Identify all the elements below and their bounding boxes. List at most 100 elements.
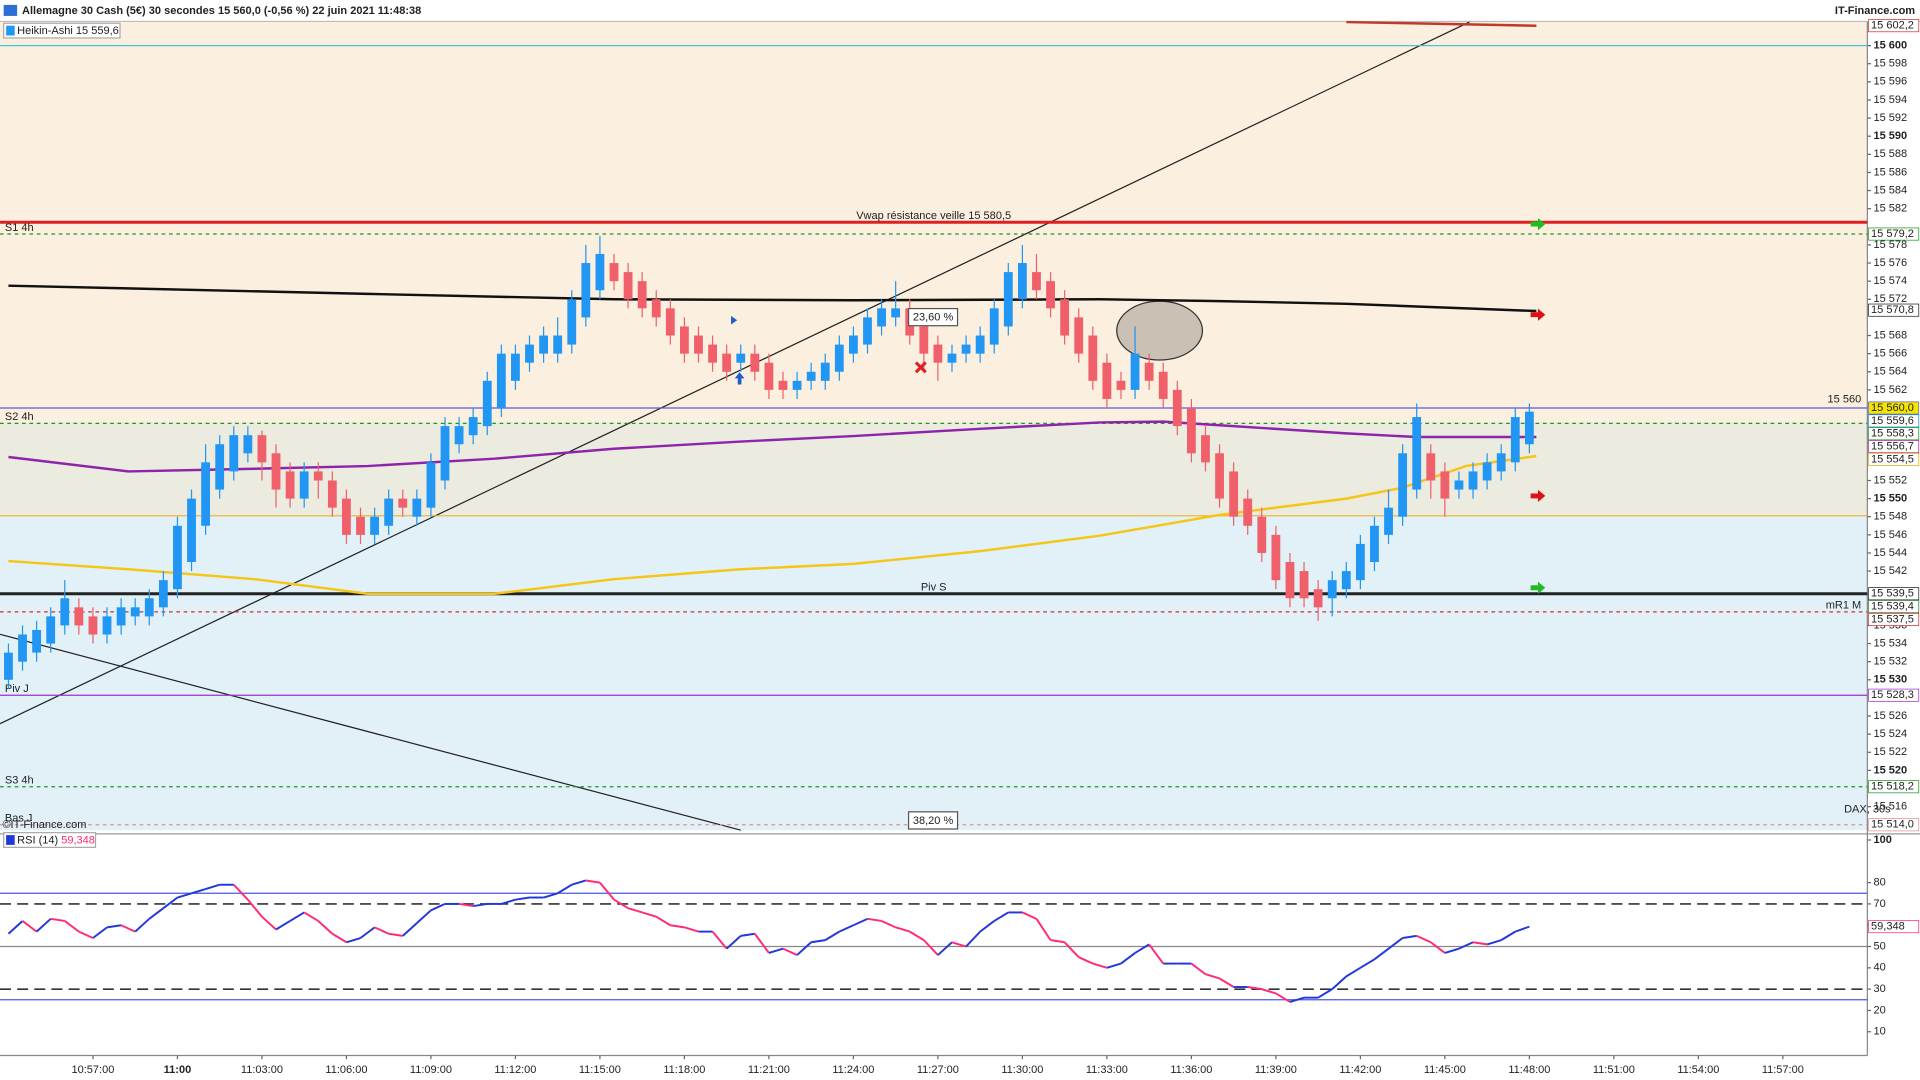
price-tag-label: 15 518,2 <box>1871 781 1914 793</box>
candle-body <box>539 335 548 354</box>
series-name: Heikin-Ashi <box>17 25 73 37</box>
y-tick-label: 15 516 <box>1873 801 1907 813</box>
rsi-segment <box>416 909 432 924</box>
candle-body <box>1285 562 1295 599</box>
rsi-segment <box>599 881 615 901</box>
moving-average <box>8 454 1537 595</box>
signal-arrow <box>1530 217 1546 231</box>
candle-body <box>1060 299 1070 336</box>
y-tick-label: 15 552 <box>1873 474 1907 486</box>
rsi-segment <box>1035 918 1052 941</box>
rsi-segment <box>641 911 657 918</box>
series-value: 15 559,6 <box>76 25 119 37</box>
signal-up <box>734 372 745 385</box>
price-tag <box>1868 612 1920 626</box>
rsi-panel <box>0 840 1868 1056</box>
rsi-segment <box>331 932 347 944</box>
rsi-segment <box>1275 992 1291 1003</box>
candle-body <box>1299 571 1309 599</box>
y-tick-label: 15 584 <box>1873 184 1907 196</box>
indicator-value: 59,348 <box>61 835 95 847</box>
candle-body <box>1384 507 1393 535</box>
x-tick-label: 11:48:00 <box>1508 1064 1550 1076</box>
level-label: S1 4h <box>5 222 34 234</box>
rsi-tag-label: 59,348 <box>1871 921 1905 933</box>
candle-body <box>1017 263 1027 300</box>
rsi-segment <box>782 947 798 956</box>
candle-body <box>1074 317 1084 354</box>
candle-body <box>1229 471 1239 517</box>
candle-body <box>1201 435 1210 463</box>
level-label: S2 4h <box>5 411 34 423</box>
candle-body <box>1496 453 1506 472</box>
y-tick-label: 15 550 <box>1873 493 1907 505</box>
y-tick-label: 15 576 <box>1873 257 1907 269</box>
rsi-segment <box>768 947 784 954</box>
rsi-segment <box>162 896 179 909</box>
price-tag <box>1868 303 1920 317</box>
candle-body <box>708 344 717 363</box>
y-tick-label: 15 532 <box>1873 656 1907 668</box>
rsi-segment <box>64 920 80 933</box>
rsi-segment <box>923 939 939 956</box>
candle-body <box>173 525 182 590</box>
level-label: 15 560 <box>1828 393 1862 405</box>
candle-body <box>313 471 323 481</box>
rsi-segment <box>1148 943 1165 965</box>
rsi-segment <box>965 930 981 948</box>
fib-box <box>907 811 959 830</box>
legend-swatch <box>6 835 15 845</box>
trendline <box>0 21 1470 725</box>
candle-body <box>1172 389 1182 427</box>
candle-body <box>863 317 872 345</box>
candle-body <box>243 435 253 454</box>
legend-swatch <box>6 25 15 36</box>
zone-lower <box>0 515 1868 831</box>
rsi-segment <box>909 930 925 941</box>
x-tick-label: 11:18:00 <box>663 1064 705 1076</box>
rsi-segment <box>346 937 361 944</box>
rsi-segment <box>754 933 770 954</box>
rsi-segment <box>711 930 728 950</box>
rsi-segment <box>895 926 911 933</box>
candle-body <box>482 380 492 427</box>
legend-box <box>3 22 121 39</box>
rsi-segment <box>430 903 446 912</box>
candle-body <box>1158 371 1168 399</box>
candle-body <box>18 634 27 662</box>
rsi-segment <box>303 911 319 922</box>
plot: 15 600 15 598 15 596 15 594 15 592 15 590 15 5… <box>0 19 1920 1076</box>
rsi-segment <box>796 941 812 956</box>
candle-body <box>1313 589 1323 608</box>
rsi-segment <box>881 920 897 929</box>
candle-body <box>877 308 886 327</box>
y-tick-label: 15 588 <box>1873 148 1907 160</box>
rsi-segment <box>247 899 263 918</box>
rsi-segment <box>233 884 249 901</box>
x-tick-label: 11:36:00 <box>1170 1064 1212 1076</box>
candle-body <box>806 371 816 381</box>
moving-average <box>8 284 1537 313</box>
x-tick-label: 11:09:00 <box>410 1064 452 1076</box>
rsi-segment <box>1289 996 1305 1003</box>
candle-body <box>88 616 98 635</box>
candle-body <box>468 417 478 436</box>
rsi-segment <box>979 920 995 933</box>
candle-body <box>285 471 295 499</box>
rsi-segment <box>50 917 65 922</box>
candle-body <box>299 471 309 499</box>
rsi-segment <box>515 896 530 901</box>
candle-body <box>1144 362 1154 381</box>
rsi-segment <box>951 941 967 948</box>
rsi-tick-label: 100 <box>1873 834 1891 846</box>
candle-body <box>1440 471 1450 499</box>
brand: IT-Finance.com <box>1835 5 1915 17</box>
y-tick-label: 15 566 <box>1873 348 1907 360</box>
price-tag-label: 15 537,5 <box>1871 613 1914 625</box>
signal-triangle <box>731 315 738 325</box>
candle-body <box>1370 525 1379 563</box>
candle-body <box>229 435 239 472</box>
candle-body <box>1412 417 1422 490</box>
candle-body <box>1215 453 1224 499</box>
level-label: Piv S <box>921 582 947 594</box>
